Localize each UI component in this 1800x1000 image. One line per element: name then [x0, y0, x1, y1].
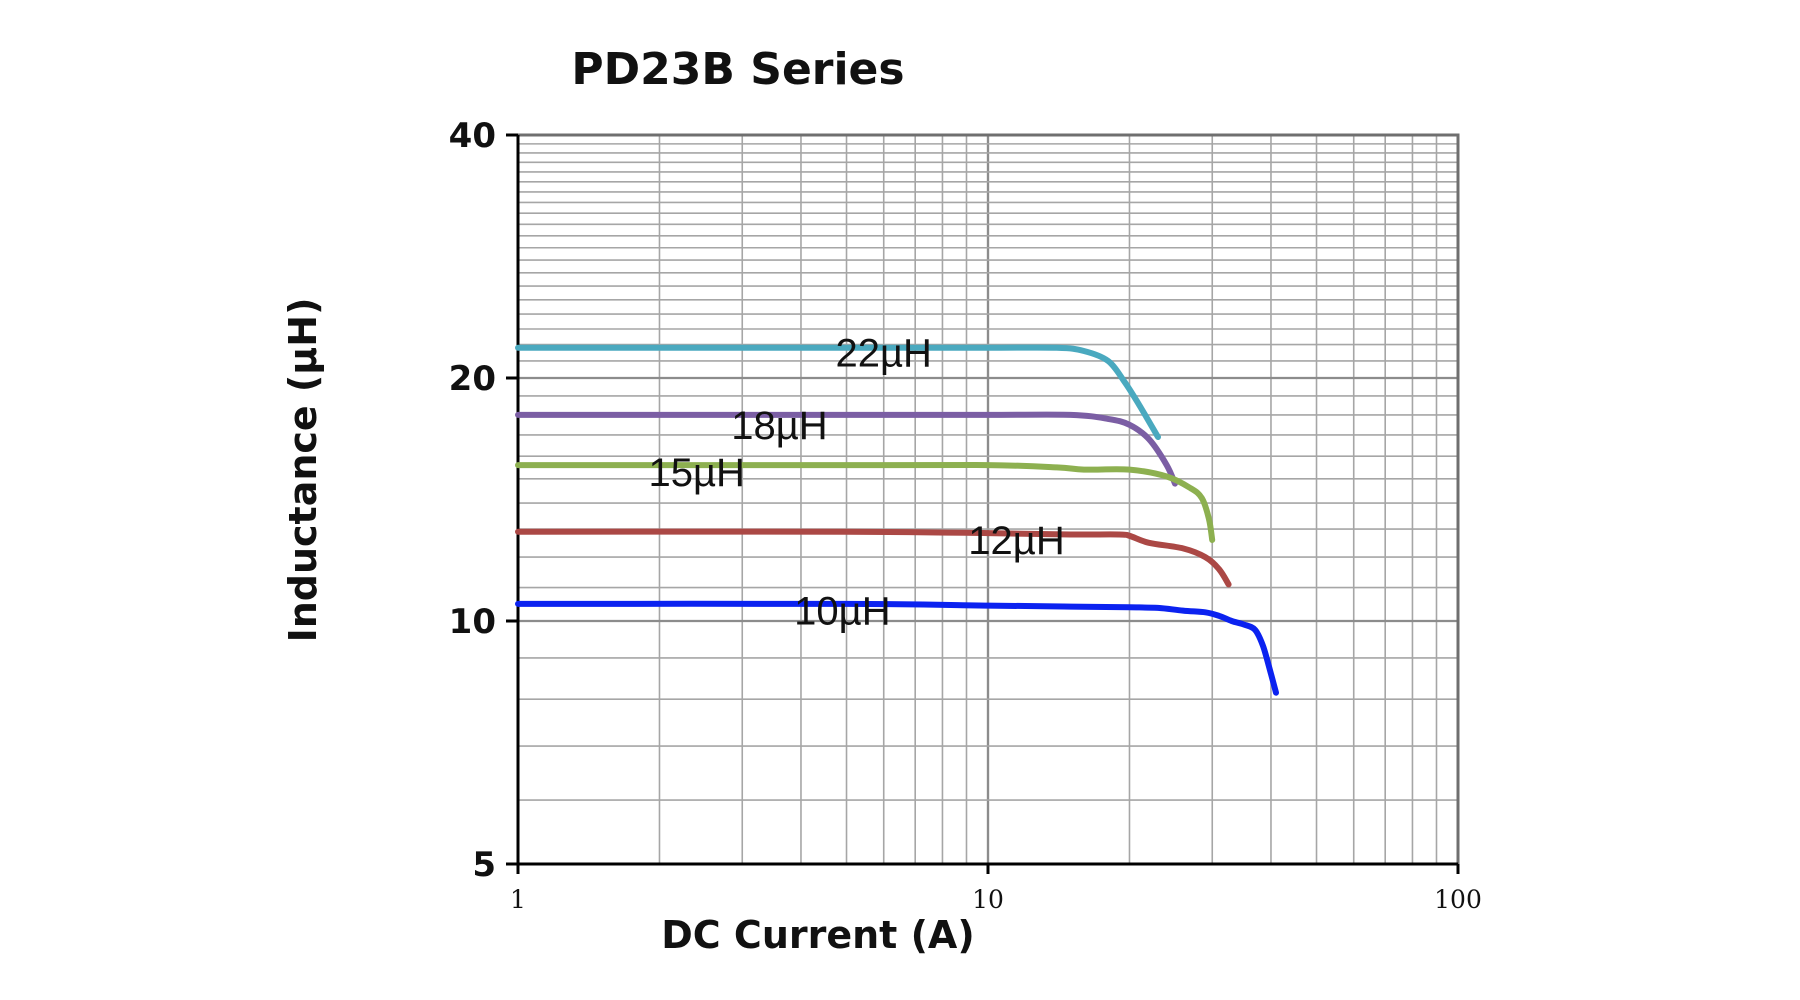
- series-line-18uh: [515, 411, 1178, 487]
- series-label-15uh: 15µH: [648, 451, 744, 495]
- series-line-10uh: [515, 600, 1279, 696]
- series-label-22uh: 22µH: [836, 332, 932, 376]
- series-lines: [515, 344, 1279, 696]
- grid-lines: [518, 135, 1458, 864]
- y-tick-labels: 5 10 20 40: [449, 116, 496, 885]
- x-tick-label: 100: [1434, 885, 1482, 914]
- y-tick-label: 40: [449, 116, 496, 156]
- y-tick-label: 10: [449, 602, 496, 642]
- chart-title: PD23B Series: [571, 44, 904, 95]
- axes: [506, 133, 1460, 874]
- series-label-12uh: 12µH: [968, 519, 1064, 563]
- x-tick-label: 1: [510, 885, 526, 914]
- y-axis-label: Inductance (µH): [281, 298, 325, 643]
- series-line-22uh: [515, 344, 1161, 440]
- y-tick-label: 20: [449, 359, 496, 399]
- x-axis-label: DC Current (A): [661, 913, 974, 957]
- y-tick-label: 5: [472, 845, 496, 885]
- series-line-12uh: [515, 528, 1232, 588]
- x-tick-labels: 1 10 100: [510, 885, 1482, 914]
- x-tick-label: 10: [972, 885, 1004, 914]
- series-label-18uh: 18µH: [731, 404, 827, 448]
- series-label-10uh: 10µH: [794, 590, 890, 634]
- series-line-15uh: [515, 461, 1216, 543]
